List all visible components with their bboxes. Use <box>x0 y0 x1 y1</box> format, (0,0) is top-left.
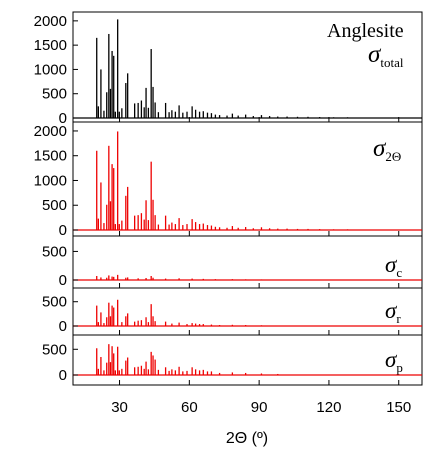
panel-annotation: σtotal <box>368 41 404 70</box>
y-tick-label: 1000 <box>34 172 67 189</box>
y-tick-label: 0 <box>59 272 67 289</box>
y-tick-label: 1000 <box>34 61 67 78</box>
x-tick-label: 120 <box>316 399 341 416</box>
y-tick-label: 500 <box>42 243 67 260</box>
y-tick-label: 0 <box>59 222 67 239</box>
panel-3: 0 500 σc <box>42 235 423 289</box>
y-tick-label: 500 <box>42 294 67 311</box>
panel-frame <box>72 287 423 336</box>
y-tick-label: 500 <box>42 341 67 358</box>
y-tick-label: 500 <box>42 86 67 103</box>
panel-4: 0 500 σr <box>42 287 423 336</box>
panel-annotation: σc <box>385 252 402 280</box>
y-tick-label: 500 <box>42 197 67 214</box>
x-axis-title: 2Θ (º) <box>226 430 268 447</box>
y-tick-label: 0 <box>59 110 67 127</box>
y-tick-label: 2000 <box>34 13 67 30</box>
panel-annotation: σ2Θ <box>373 135 401 164</box>
x-tick-label: 90 <box>251 399 268 416</box>
figure-title: Anglesite <box>327 20 404 42</box>
x-tick-label: 30 <box>111 399 128 416</box>
y-tick-label: 2000 <box>34 123 67 140</box>
panel-frame <box>72 334 423 386</box>
panel-2: 0 500 1000 1500 2000 σ2Θ <box>34 121 423 239</box>
panels: 0500100015002000σtotal0500100015002000σ2… <box>34 11 423 416</box>
panel-annotation: σr <box>385 298 401 326</box>
x-tick-label: 60 <box>181 399 198 416</box>
y-tick-label: 0 <box>59 367 67 384</box>
y-tick-label: 0 <box>59 318 67 335</box>
panel-annotation: σp <box>385 347 403 375</box>
panel-1: 0 500 1000 1500 2000 σtotal <box>34 11 423 127</box>
y-tick-label: 1500 <box>34 37 67 54</box>
panel-5: 0 500 σp <box>42 334 423 386</box>
x-tick-label: 150 <box>386 399 411 416</box>
y-tick-label: 1500 <box>34 148 67 165</box>
